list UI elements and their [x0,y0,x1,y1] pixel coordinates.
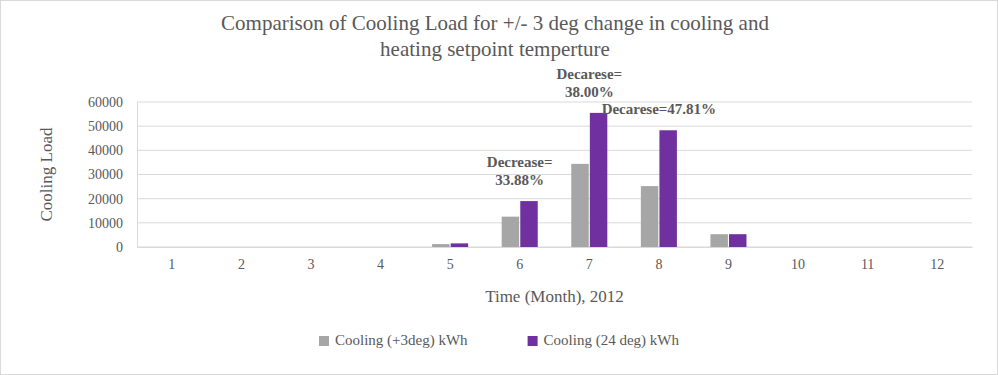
y-tick-label: 60000 [88,95,123,110]
x-tick-label: 3 [307,257,314,272]
chart-border [1,1,998,375]
bar [502,217,519,247]
bar [571,164,588,247]
annotation: 38.00% [565,84,614,100]
x-tick-label: 8 [655,257,662,272]
x-tick: 9 [725,247,732,272]
x-tick: 11 [861,247,874,272]
bar [659,130,676,247]
bar-series [432,164,728,247]
annotation: 33.88% [495,172,544,188]
bar [381,247,398,248]
bar [850,247,867,248]
grid-line [137,102,972,103]
x-axis-line [138,247,973,248]
x-tick-label: 11 [861,257,874,272]
bar [172,247,189,248]
x-tick: 2 [238,247,245,272]
bar [432,244,449,247]
bar-series [451,113,747,247]
legend-swatch [528,336,538,346]
bar [868,247,885,248]
y-tick-label: 30000 [88,167,123,182]
bar [223,247,240,248]
x-tick-label: 1 [168,257,175,272]
y-tick-label: 50000 [88,119,123,134]
legend-item: Cooling (+3deg) kWh [319,332,468,349]
x-tick: 12 [930,247,944,272]
x-tick: 8 [655,247,662,272]
annotation: Decrease= [487,154,553,170]
grid-line [137,198,972,199]
legend-label: Cooling (+3deg) kWh [335,332,468,349]
legend-swatch [319,336,329,346]
bar [242,247,259,248]
y-tick: 30000 [88,167,137,182]
bar [590,113,607,247]
y-axis: 0 10000 20000 30000 40000 50000 60000 [88,95,138,255]
x-tick: 6 [516,247,523,272]
y-tick-label: 40000 [88,143,123,158]
x-axis: 123456789101112 [138,247,973,272]
y-tick: 60000 [88,95,137,110]
x-tick-label: 10 [791,257,805,272]
legend-item: Cooling (24 deg) kWh [528,332,680,349]
bar [729,234,746,247]
chart: 0100002000030000400005000060000123456789… [0,0,998,375]
grid-line [137,174,972,175]
bar [710,234,727,247]
y-axis-title: Cooling Load [37,127,56,221]
x-tick: 5 [447,247,454,272]
bar [363,247,380,248]
annotations: Decrease= 33.88% Decarese= 38.00%Decarese=4… [487,66,716,188]
x-axis-title: Time (Month), 2012 [485,287,624,306]
x-tick-label: 9 [725,257,732,272]
y-tick: 0 [116,240,137,255]
y-tick: 40000 [88,143,137,158]
x-tick-label: 4 [377,257,384,272]
bar [938,247,955,248]
bar [293,247,310,248]
grid-line [137,150,972,151]
x-tick-label: 2 [238,257,245,272]
grid-line [137,126,972,127]
bar [520,201,537,247]
y-tick-label: 10000 [88,216,123,231]
grid-line [137,247,972,248]
x-tick-label: 5 [447,257,454,272]
title-line: Comparison of Cooling Load for +/- 3 deg… [221,11,769,35]
x-tick: 1 [168,247,175,272]
bar [919,247,936,248]
bars [432,113,746,247]
bar [641,186,658,247]
x-tick-label: 12 [930,257,944,272]
title-line: heating setpoint temperture [380,37,610,61]
x-tick: 4 [377,247,384,272]
x-tick: 3 [307,247,314,272]
bar [780,247,797,248]
x-tick: 10 [791,247,805,272]
y-tick-label: 20000 [88,192,123,207]
y-tick: 10000 [88,216,137,231]
legend-label: Cooling (24 deg) kWh [544,332,680,349]
y-axis-line [137,103,138,248]
title: Comparison of Cooling Load for +/- 3 deg… [221,11,769,61]
x-tick: 7 [586,247,593,272]
grid [137,102,972,247]
bar [154,247,171,248]
y-tick: 20000 [88,192,137,207]
bar [451,243,468,247]
legend: Cooling (+3deg) kWh Cooling (24 deg) kWh [319,332,680,349]
x-tick-label: 7 [586,257,593,272]
annotation: Decarese=47.81% [602,101,717,117]
grid-line [137,222,972,223]
x-tick-label: 6 [516,257,523,272]
y-tick: 50000 [88,119,137,134]
annotation: Decarese= [556,66,622,82]
y-tick-label: 0 [116,240,123,255]
bar [799,247,816,248]
bar [312,247,329,248]
